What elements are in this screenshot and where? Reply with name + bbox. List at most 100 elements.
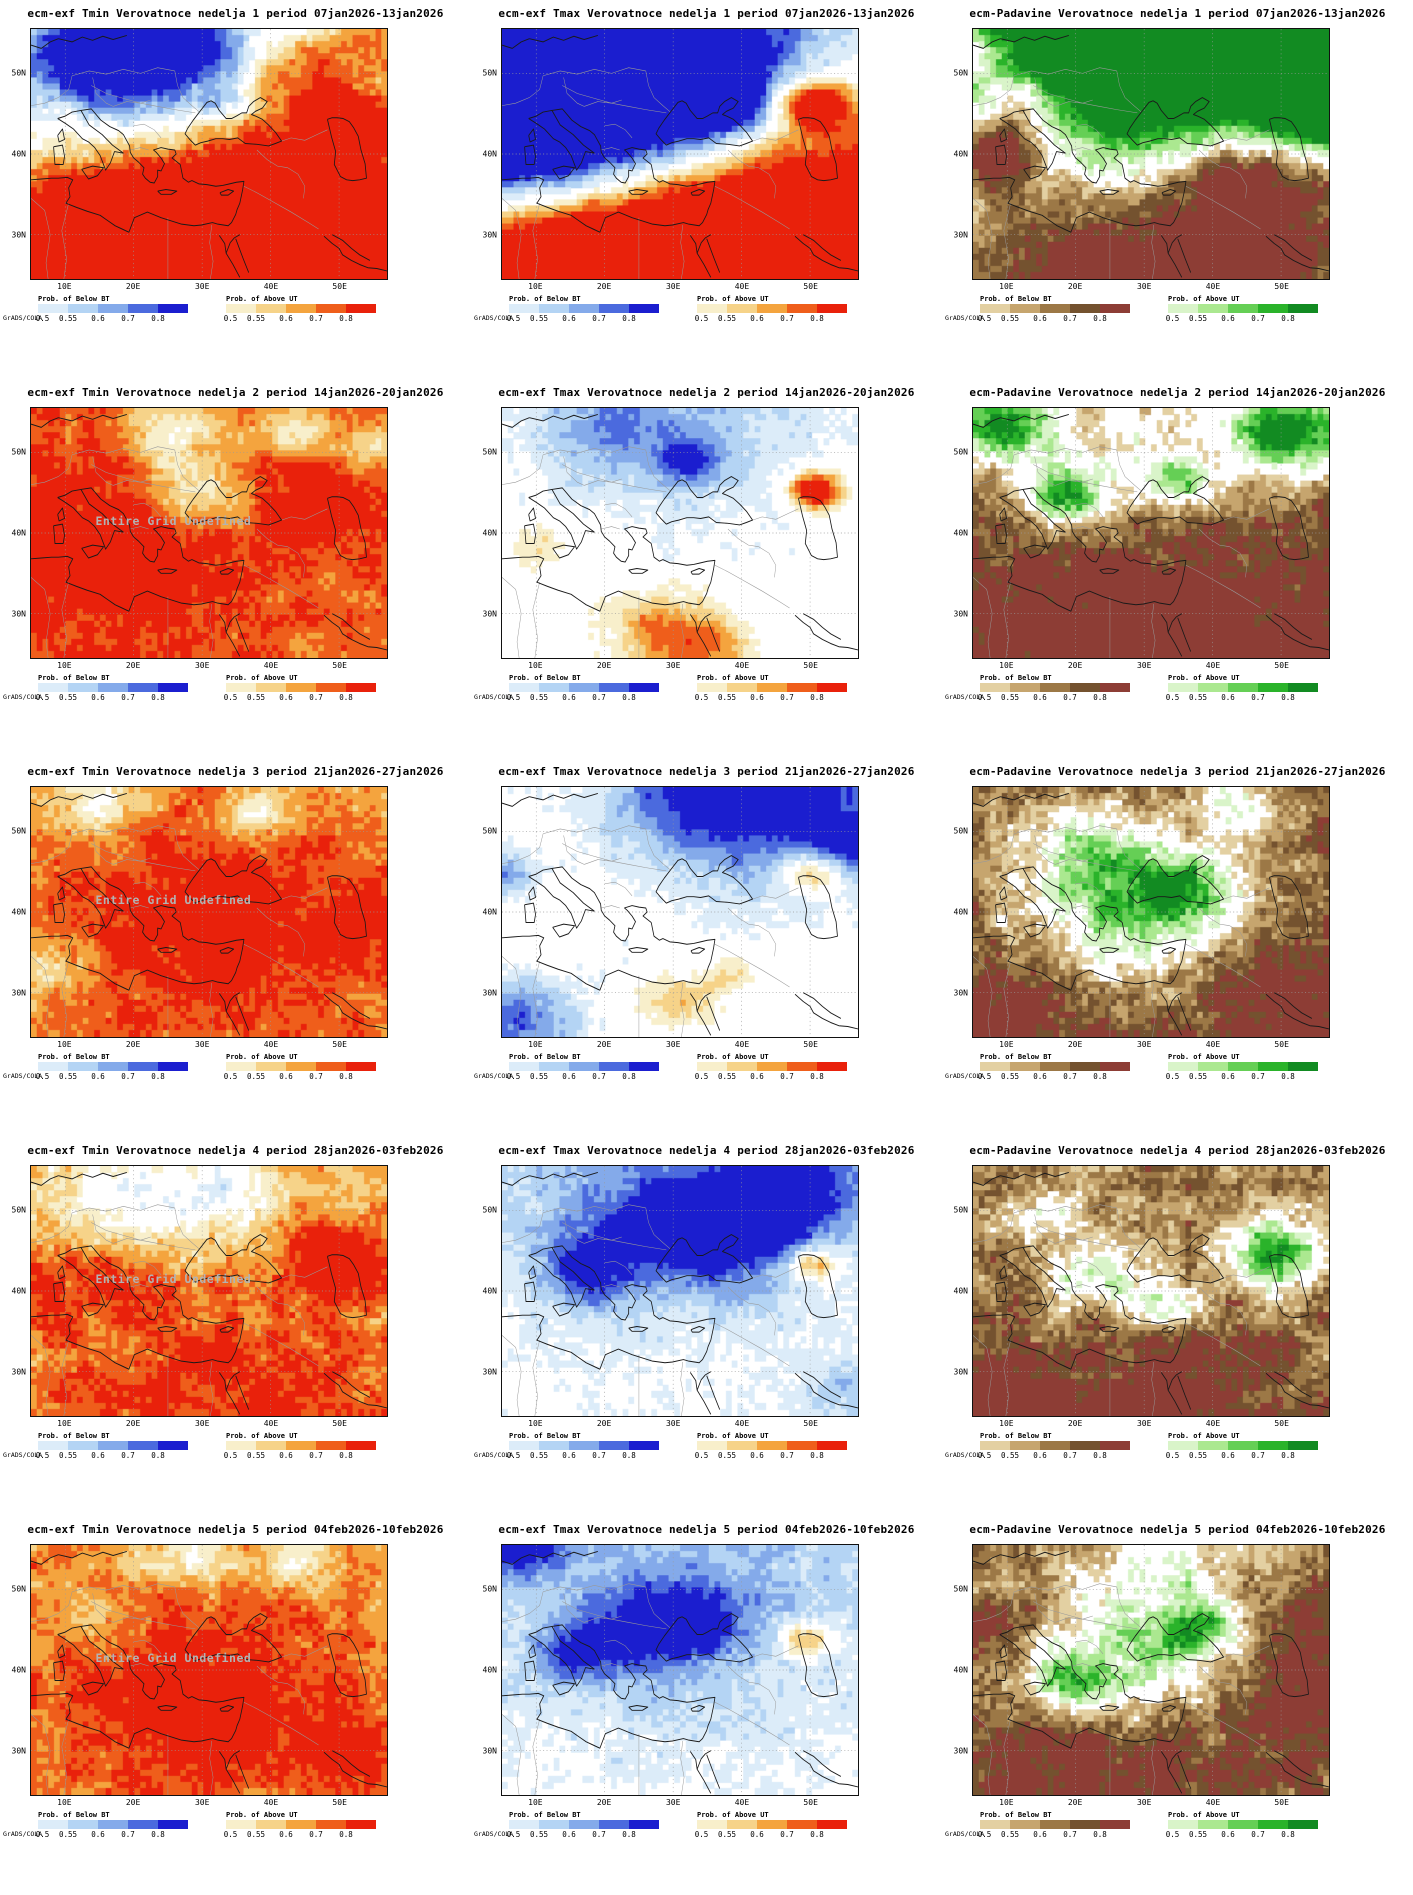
coastline-overlay (973, 1166, 1329, 1416)
lat-label-40n: 40N (953, 149, 968, 159)
lon-label-10e: 10E (999, 1798, 1014, 1807)
lon-label-40e: 40E (263, 282, 279, 291)
lon-label-30e: 30E (1136, 1419, 1152, 1428)
lat-label-50n: 50N (11, 1205, 26, 1215)
lat-label-50n: 50N (482, 68, 497, 78)
lat-label-50n: 50N (953, 1205, 968, 1215)
legend-below-ticks: 0.5 0.55 0.6 0.7 0.8 (507, 1071, 659, 1082)
legend-bar-above (1168, 1062, 1318, 1071)
grads-credit: GrADS/COLA (945, 1830, 985, 1838)
tick-label: 0.5 (977, 1072, 992, 1081)
legend-bar-below (38, 304, 188, 313)
legend-below: Prob. of Below BT 0.5 0.55 0.6 0.7 0.8 (977, 674, 1130, 703)
panel-padavine-week1: ecm-Padavine Verovatnoce nedelja 1 perio… (942, 0, 1413, 379)
lon-label-30e: 30E (1136, 282, 1152, 291)
tick-label: 0.6 (1033, 1451, 1047, 1460)
legend-above-label: Prob. of Above UT (697, 295, 769, 303)
lat-label-50n: 50N (11, 447, 26, 457)
tick-label: 0.6 (91, 314, 105, 323)
lon-label-30e: 30E (194, 1798, 210, 1807)
tick-label: 0.6 (91, 693, 105, 702)
legend-bar-below (38, 1062, 188, 1071)
legend-row: GrADS/COLA Prob. of Below BT 0.5 0.55 0.… (942, 295, 1413, 324)
tick-label: 0.55 (1000, 314, 1020, 323)
lat-label-50n: 50N (953, 1584, 968, 1594)
panel-padavine-week4: ecm-Padavine Verovatnoce nedelja 4 perio… (942, 1137, 1413, 1516)
tick-label: 0.55 (1188, 1072, 1208, 1081)
tick-label: 0.6 (91, 1830, 105, 1839)
map-area: Entire Grid Undefined (972, 1165, 1330, 1417)
tick-label: 0.7 (309, 1451, 323, 1460)
map-area: Entire Grid Undefined (972, 786, 1330, 1038)
legend-bar-below (509, 304, 659, 313)
tick-label: 0.6 (91, 1451, 105, 1460)
panel-title: ecm-exf Tmin Verovatnoce nedelja 2 perio… (27, 386, 444, 399)
lon-label-40e: 40E (1205, 1798, 1221, 1807)
tick-label: 0.7 (1063, 314, 1077, 323)
tick-label: 0.55 (529, 693, 549, 702)
map-wrap: 50N 40N 30N Entire Grid Undefined 10E 20… (12, 786, 388, 1049)
legend-above-label: Prob. of Above UT (226, 1811, 298, 1819)
lon-label-50e: 50E (1274, 1798, 1289, 1807)
lon-label-50e: 50E (1274, 1040, 1289, 1049)
tick-label: 0.5 (1165, 1451, 1180, 1460)
map-area: Entire Grid Undefined (30, 407, 388, 659)
legend-row: GrADS/COLA Prob. of Below BT 0.5 0.55 0.… (471, 674, 942, 703)
legend-bar-above (226, 1062, 376, 1071)
legend-below: Prob. of Below BT 0.5 0.55 0.6 0.7 0.8 (978, 1432, 1130, 1461)
tick-label: 0.5 (35, 1451, 50, 1460)
tick-label: 0.6 (562, 314, 576, 323)
legend-below-label: Prob. of Below BT (38, 674, 110, 682)
lat-label-30n: 30N (11, 1367, 26, 1377)
lon-axis: 10E 20E 30E 40E 50E (30, 659, 388, 670)
legend-above: Prob. of Above UT 0.5 0.55 0.6 0.7 0.8 (695, 295, 847, 324)
lat-label-30n: 30N (11, 609, 26, 619)
panel-title: ecm-exf Tmin Verovatnoce nedelja 4 perio… (27, 1144, 444, 1157)
legend-bar-below (38, 683, 188, 692)
legend-bar-below (980, 1441, 1130, 1450)
lon-label-40e: 40E (734, 1040, 750, 1049)
legend-row: GrADS/COLA Prob. of Below BT 0.5 0.55 0.… (471, 1432, 942, 1461)
legend-below-label: Prob. of Below BT (980, 1811, 1052, 1819)
coastline-overlay (973, 1545, 1329, 1795)
tick-label: 0.6 (279, 314, 293, 323)
lat-label-30n: 30N (482, 988, 497, 998)
lon-axis: 10E 20E 30E 40E 50E (972, 280, 1330, 291)
lon-axis: 10E 20E 30E 40E 50E (972, 1796, 1330, 1807)
legend-above-ticks: 0.5 0.55 0.6 0.7 0.8 (224, 1829, 376, 1840)
tick-label: 0.6 (1033, 1072, 1047, 1081)
tick-label: 0.55 (246, 693, 266, 702)
tick-label: 0.8 (622, 693, 636, 702)
legend-bar-above (697, 1820, 847, 1829)
lon-label-20e: 20E (1067, 1419, 1083, 1428)
tick-label: 0.7 (1251, 1072, 1265, 1081)
legend-below: Prob. of Below BT 0.5 0.55 0.6 0.7 0.8 (507, 1432, 659, 1461)
legend-row: GrADS/COLA Prob. of Below BT 0.5 0.55 0.… (942, 1053, 1413, 1082)
tick-label: 0.7 (309, 1830, 323, 1839)
tick-label: 0.5 (977, 693, 992, 702)
tick-label: 0.8 (151, 693, 165, 702)
legend-above: Prob. of Above UT 0.5 0.55 0.6 0.7 0.8 (695, 1432, 847, 1461)
legend-below-label: Prob. of Below BT (509, 1432, 581, 1440)
tick-label: 0.55 (58, 1072, 78, 1081)
legend-above-label: Prob. of Above UT (226, 1432, 298, 1440)
lon-label-10e: 10E (999, 1419, 1014, 1428)
grads-credit: GrADS/COLA (474, 1830, 514, 1838)
lon-label-30e: 30E (194, 282, 210, 291)
legend-below-label: Prob. of Below BT (980, 674, 1052, 682)
map-wrap: 50N 40N 30N Entire Grid Undefined 10E 20… (12, 1165, 388, 1428)
lon-axis: 10E 20E 30E 40E 50E (972, 659, 1330, 670)
lat-label-30n: 30N (482, 609, 497, 619)
tick-label: 0.6 (750, 1830, 764, 1839)
tick-label: 0.55 (246, 1072, 266, 1081)
lon-axis: 10E 20E 30E 40E 50E (30, 1796, 388, 1807)
panel-title: ecm-exf Tmax Verovatnoce nedelja 2 perio… (498, 386, 915, 399)
coastline-overlay (973, 408, 1329, 658)
legend-above: Prob. of Above UT 0.5 0.55 0.6 0.7 0.8 (1166, 1053, 1318, 1082)
coastline-overlay (973, 787, 1329, 1037)
panel-tmax-week2: ecm-exf Tmax Verovatnoce nedelja 2 perio… (471, 379, 942, 758)
lon-label-30e: 30E (194, 1040, 210, 1049)
lat-label-50n: 50N (953, 447, 968, 457)
legend-below-ticks: 0.5 0.55 0.6 0.7 0.8 (36, 1829, 188, 1840)
